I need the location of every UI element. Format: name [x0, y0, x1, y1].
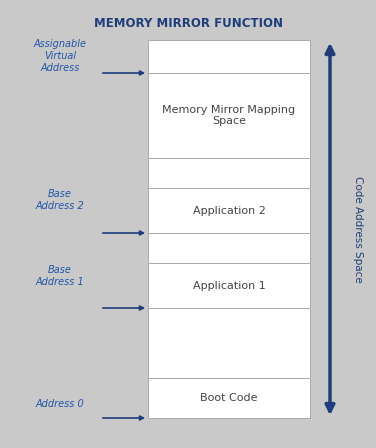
- Text: Application 1: Application 1: [193, 280, 265, 290]
- Bar: [148, 188, 310, 233]
- Text: Address 0: Address 0: [36, 399, 84, 409]
- Text: MEMORY MIRROR FUNCTION: MEMORY MIRROR FUNCTION: [94, 17, 282, 30]
- Text: Base
Address 2: Base Address 2: [36, 189, 84, 211]
- Bar: [148, 308, 310, 378]
- Bar: [148, 378, 310, 418]
- Text: Boot Code: Boot Code: [200, 393, 258, 403]
- Bar: [148, 233, 310, 263]
- Bar: [148, 73, 310, 158]
- Text: Code Address Space: Code Address Space: [353, 176, 363, 282]
- Text: Memory Mirror Mapping
Space: Memory Mirror Mapping Space: [162, 105, 296, 126]
- Bar: [148, 263, 310, 308]
- Bar: [148, 158, 310, 188]
- Text: Application 2: Application 2: [193, 206, 265, 215]
- Text: Assignable
Virtual
Address: Assignable Virtual Address: [33, 39, 86, 73]
- Bar: [148, 40, 310, 73]
- Text: Base
Address 1: Base Address 1: [36, 265, 84, 287]
